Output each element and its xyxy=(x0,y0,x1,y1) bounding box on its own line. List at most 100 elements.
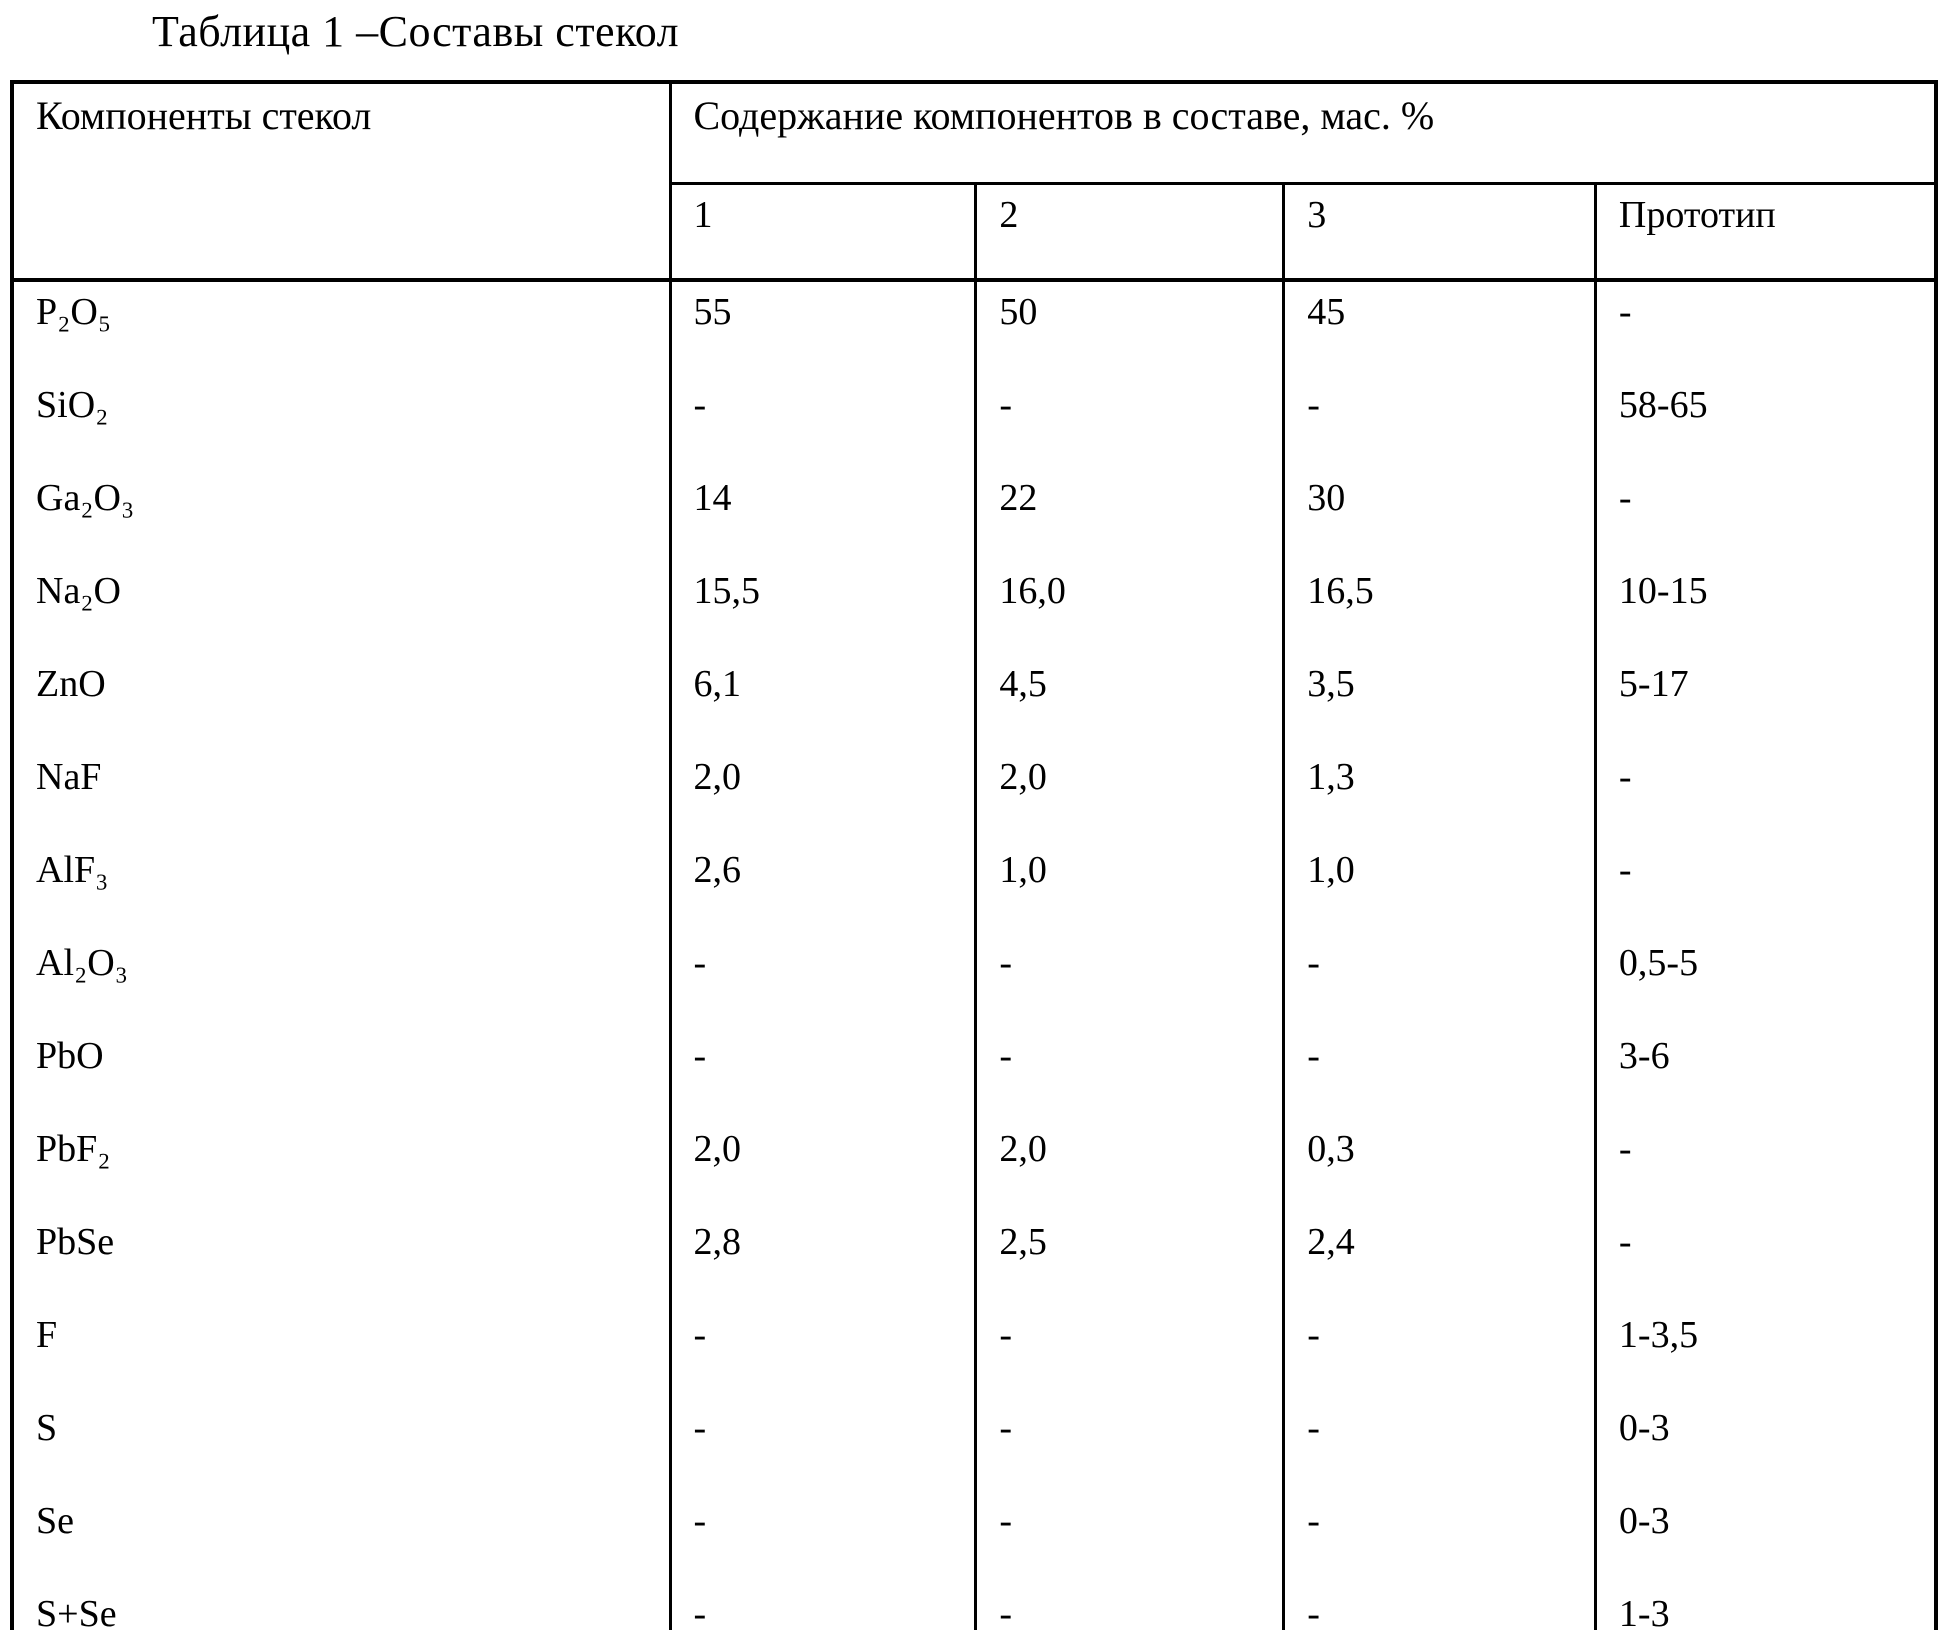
component-value: - xyxy=(974,1026,1284,1119)
table-row: PbF₂ 2,0 2,0 0,3- xyxy=(12,1119,1936,1212)
component-value: - xyxy=(974,1398,1284,1491)
component-value: 0-3 xyxy=(1593,1398,1936,1491)
component-value: - xyxy=(974,1305,1284,1398)
component-value: 55 xyxy=(668,280,976,375)
table-row: S+Se - - -1-3 xyxy=(12,1584,1936,1630)
component-value: - xyxy=(668,375,976,468)
component-value: - xyxy=(668,933,976,1026)
component-value: - xyxy=(668,1491,976,1584)
component-value: 1,0 xyxy=(974,840,1284,933)
table-row: SiO₂ - - -58-65 xyxy=(12,375,1936,468)
component-value: 1,0 xyxy=(1282,840,1596,933)
component-value: 50 xyxy=(974,280,1284,375)
component-value: 45 xyxy=(1282,280,1596,375)
component-value: 2,0 xyxy=(974,747,1284,840)
column-header-3: 3 xyxy=(1282,183,1596,282)
component-value: - xyxy=(974,1491,1284,1584)
component-name: ZnO xyxy=(36,663,106,705)
table-row: S - - -0-3 xyxy=(12,1398,1936,1491)
components-column-header: Компоненты стекол xyxy=(12,82,672,282)
component-value: 3,5 xyxy=(1282,654,1596,747)
component-value: 1-3,5 xyxy=(1593,1305,1936,1398)
component-value: 5-17 xyxy=(1593,654,1936,747)
component-value: 1-3 xyxy=(1593,1584,1936,1630)
component-value: - xyxy=(974,1584,1284,1630)
component-value: 2,0 xyxy=(974,1119,1284,1212)
component-value: 16,0 xyxy=(974,561,1284,654)
component-value: - xyxy=(1593,840,1936,933)
component-value: 10-15 xyxy=(1593,561,1936,654)
component-value: 4,5 xyxy=(974,654,1284,747)
component-value: - xyxy=(974,375,1284,468)
header-row-main: Компоненты стекол Содержание компонентов… xyxy=(12,82,1936,282)
component-value: - xyxy=(1282,1026,1596,1119)
column-header-1: 1 xyxy=(670,183,976,282)
component-value: - xyxy=(1282,375,1596,468)
component-value: - xyxy=(668,1026,976,1119)
table-row: Al₂O₃ - - -0,5-5 xyxy=(12,933,1936,1026)
table-body: P₂O₅ 55 50 45- SiO₂ - - -58-65 Ga₂O₃ 14 22 30- Na₂O 1… xyxy=(12,280,1936,1630)
component-value: 1,3 xyxy=(1282,747,1596,840)
column-header-2: 2 xyxy=(974,183,1284,282)
table-row: P₂O₅ 55 50 45- xyxy=(12,280,1936,375)
component-name: P₂O₅ xyxy=(36,291,112,333)
component-value: 2,5 xyxy=(974,1212,1284,1305)
component-value: - xyxy=(668,1398,976,1491)
component-value: - xyxy=(1593,1212,1936,1305)
component-value: - xyxy=(1282,1584,1596,1630)
component-name: NaF xyxy=(36,756,102,798)
component-value: 22 xyxy=(974,468,1284,561)
component-value: - xyxy=(1282,1491,1596,1584)
table-header: Компоненты стекол Содержание компонентов… xyxy=(12,82,1936,282)
component-value: - xyxy=(1593,747,1936,840)
table-row: PbO - - -3-6 xyxy=(12,1026,1936,1119)
component-name: AlF₃ xyxy=(36,849,109,891)
table-row: F - - -1-3,5 xyxy=(12,1305,1936,1398)
component-value: 30 xyxy=(1282,468,1596,561)
table-row: NaF 2,0 2,0 1,3- xyxy=(12,747,1936,840)
table-row: Ga₂O₃ 14 22 30- xyxy=(12,468,1936,561)
column-header-prototype: Прототип xyxy=(1593,183,1936,282)
component-value: - xyxy=(974,933,1284,1026)
component-value: 0-3 xyxy=(1593,1491,1936,1584)
component-value: - xyxy=(1282,1398,1596,1491)
table-row: Se - - -0-3 xyxy=(12,1491,1936,1584)
component-name: S xyxy=(36,1407,58,1449)
table-row: PbSe 2,8 2,5 2,4- xyxy=(12,1212,1936,1305)
component-name: SiO₂ xyxy=(36,384,109,426)
table-row: Na₂O 15,5 16,0 16,5 10-15 xyxy=(12,561,1936,654)
header-row-sub: 1 2 3 Прототип xyxy=(12,183,1936,282)
component-value: 0,5-5 xyxy=(1593,933,1936,1026)
component-value: 3-6 xyxy=(1593,1026,1936,1119)
component-value: - xyxy=(1593,468,1936,561)
component-name: F xyxy=(36,1314,58,1356)
table-title: Таблица 1 –Составы стекол xyxy=(152,7,680,56)
component-value: 0,3 xyxy=(1282,1119,1596,1212)
component-value: 6,1 xyxy=(668,654,976,747)
component-value: 2,0 xyxy=(668,747,976,840)
component-name: Ga₂O₃ xyxy=(36,477,135,519)
component-name: PbF₂ xyxy=(36,1128,111,1170)
glass-compositions-table: Компоненты стекол Содержание компонентов… xyxy=(10,80,1938,1630)
component-value: - xyxy=(1593,1119,1936,1212)
component-value: - xyxy=(668,1584,976,1630)
component-value: 15,5 xyxy=(668,561,976,654)
component-value: 2,8 xyxy=(668,1212,976,1305)
component-value: 58-65 xyxy=(1593,375,1936,468)
component-value: - xyxy=(1282,1305,1596,1398)
component-value: 14 xyxy=(668,468,976,561)
component-value: 16,5 xyxy=(1282,561,1596,654)
component-name: Al₂O₃ xyxy=(36,942,128,984)
component-name: Na₂O xyxy=(36,570,121,612)
table-row: ZnO 6,1 4,5 3,5 5-17 xyxy=(12,654,1936,747)
table-row: AlF₃ 2,6 1,0 1,0- xyxy=(12,840,1936,933)
component-name: Se xyxy=(36,1500,74,1542)
component-name: PbO xyxy=(36,1035,104,1077)
component-name: S+Se xyxy=(36,1593,117,1630)
component-value: - xyxy=(1282,933,1596,1026)
component-name: PbSe xyxy=(36,1221,115,1263)
content-column-header: Содержание компонентов в составе, мас. % xyxy=(670,82,1936,185)
component-value: - xyxy=(668,1305,976,1398)
component-value: 2,0 xyxy=(668,1119,976,1212)
